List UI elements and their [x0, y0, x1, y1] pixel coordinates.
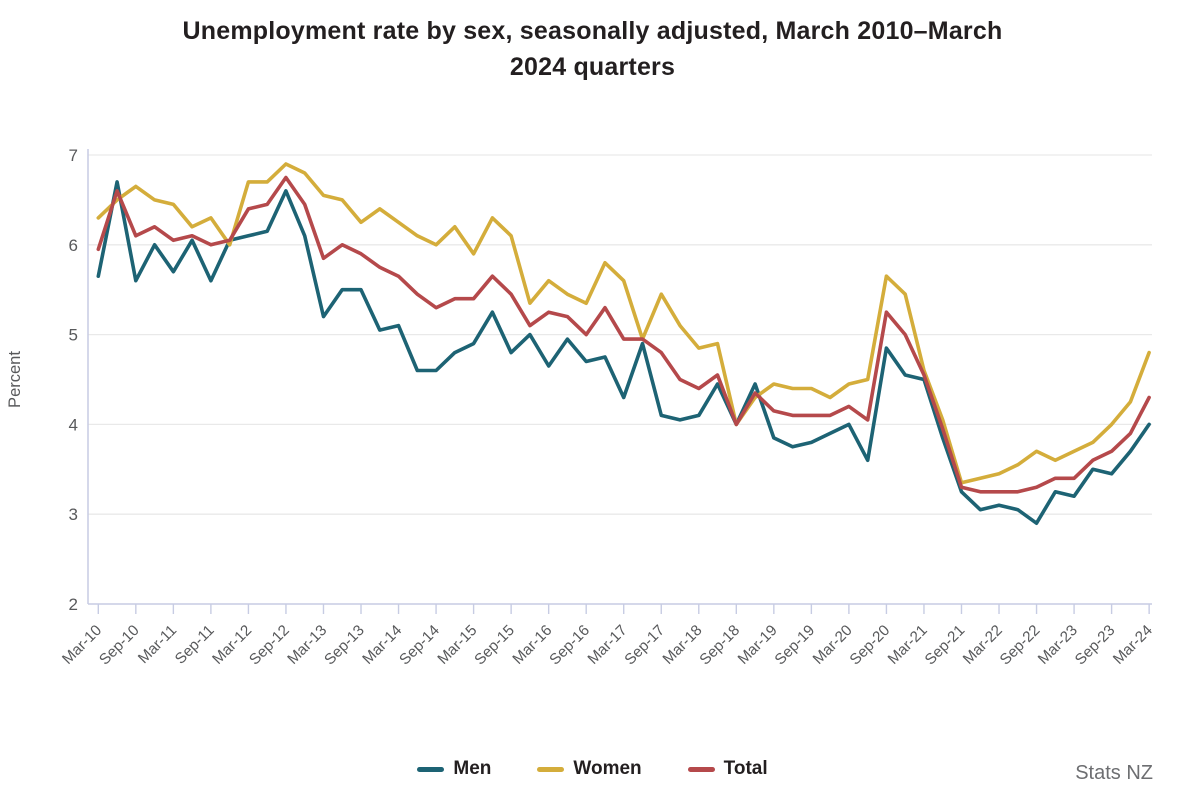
x-tick-label: Mar-22 [960, 622, 1006, 668]
chart-title: Unemployment rate by sex, seasonally adj… [0, 13, 1185, 85]
legend-label: Women [573, 758, 642, 779]
y-tick-label: 6 [69, 236, 78, 255]
legend-item-men: Men [417, 758, 491, 780]
women-line [96, 162, 1151, 485]
x-tick-label: Sep-21 [922, 622, 969, 669]
legend-swatch-men [417, 766, 445, 772]
x-tick-label: Sep-11 [172, 622, 218, 668]
source-label: Stats NZ [1075, 762, 1153, 784]
y-tick-label: 2 [69, 595, 78, 614]
x-tick-label: Sep-16 [546, 622, 593, 669]
legend: Men Women Total [0, 758, 1185, 780]
y-tick-label: 7 [69, 146, 78, 165]
y-axis-title: Percent [6, 351, 24, 408]
chart-title-line2: 2024 quarters [509, 53, 676, 81]
total-line [96, 175, 1151, 494]
x-tick-label: Mar-15 [434, 622, 480, 668]
x-tick-label: Mar-11 [135, 622, 180, 667]
legend-item-women: Women [537, 758, 642, 780]
x-tick-label: Sep-12 [246, 622, 293, 669]
y-tick-label: 3 [69, 505, 78, 524]
x-tick-label: Sep-19 [772, 622, 819, 669]
x-tick-label: Sep-14 [396, 622, 443, 669]
x-tick-label: Sep-15 [471, 622, 518, 669]
x-tick-label: Sep-22 [997, 622, 1044, 669]
x-tick-label: Mar-18 [660, 622, 706, 668]
legend-label: Men [453, 758, 492, 779]
x-tick-label: Mar-10 [59, 622, 105, 668]
y-tick-label: 5 [69, 326, 78, 345]
x-tick-label: Mar-17 [585, 622, 631, 668]
x-tick-label: Mar-24 [1110, 622, 1156, 668]
y-tick-label: 4 [69, 415, 78, 434]
x-tick-label: Sep-10 [96, 622, 143, 669]
x-tick-label: Sep-18 [696, 622, 743, 669]
x-tick-label: Mar-20 [810, 622, 856, 668]
legend-item-total: Total [687, 758, 768, 780]
x-tick-label: Mar-21 [885, 622, 931, 668]
legend-swatch-total [687, 766, 715, 772]
line-chart: 765432PercentMar-10Sep-10Mar-11Sep-11Mar… [6, 146, 1156, 669]
x-tick-label: Mar-14 [359, 622, 405, 668]
x-tick-label: Sep-20 [847, 622, 894, 669]
x-tick-label: Sep-17 [621, 622, 668, 669]
chart-title-line1: Unemployment rate by sex, seasonally adj… [182, 17, 1003, 45]
x-tick-label: Mar-23 [1035, 622, 1081, 668]
men-line [96, 180, 1151, 526]
x-tick-label: Mar-12 [209, 622, 255, 668]
x-tick-label: Mar-16 [509, 622, 555, 668]
legend-label: Total [723, 758, 768, 779]
legend-swatch-women [537, 766, 565, 772]
x-tick-label: Sep-13 [321, 622, 368, 669]
x-tick-label: Mar-19 [735, 622, 781, 668]
x-tick-label: Mar-13 [284, 622, 330, 668]
x-tick-label: Sep-23 [1072, 622, 1119, 669]
